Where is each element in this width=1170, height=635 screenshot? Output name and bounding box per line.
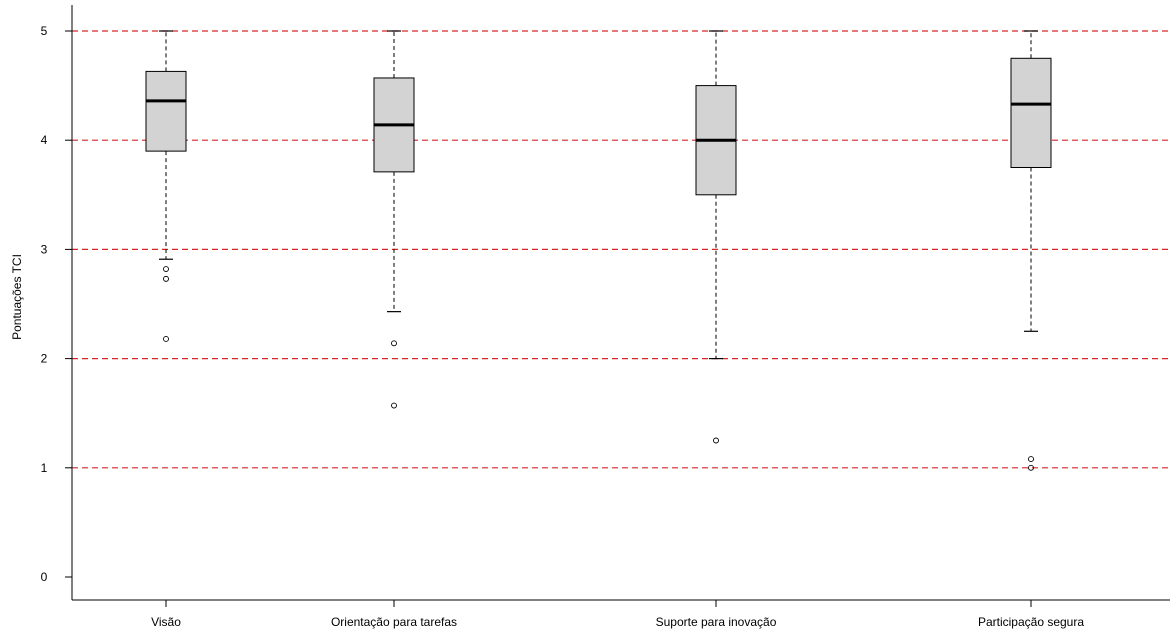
labels: 0 1 2 3 4 5 Visão Orientação para tarefas Suport…: [41, 24, 1085, 629]
outlier-point: [391, 340, 397, 347]
outlier-point: [713, 437, 719, 444]
boxes: [145, 30, 1052, 471]
outlier-point: [1028, 456, 1034, 463]
outlier-point: [1028, 464, 1034, 471]
outlier-point: [163, 275, 169, 282]
box-group: [145, 30, 187, 342]
y-tick-label: 5: [41, 24, 48, 38]
outlier-point: [391, 402, 397, 409]
x-tick-label: Visão: [151, 615, 181, 629]
x-tick-label: Participação segura: [978, 615, 1084, 629]
x-tick-label: Suporte para inovação: [656, 615, 777, 629]
reference-lines: [72, 30, 1170, 469]
outlier-point: [163, 335, 169, 342]
outlier-point: [163, 266, 169, 273]
box-group: [695, 30, 737, 444]
axes: [65, 5, 1170, 607]
y-tick-label: 4: [41, 133, 48, 147]
y-tick-label: 2: [41, 352, 48, 366]
y-tick-label: 0: [41, 570, 48, 584]
box-iqr: [145, 70, 187, 152]
box-iqr: [1010, 57, 1052, 168]
box-group: [373, 30, 415, 409]
y-tick-label: 3: [41, 242, 48, 256]
y-axis-title: Pontuações TCI: [10, 254, 24, 340]
x-tick-label: Orientação para tarefas: [331, 615, 457, 629]
y-tick-label: 1: [41, 461, 48, 475]
box-group: [1010, 30, 1052, 471]
